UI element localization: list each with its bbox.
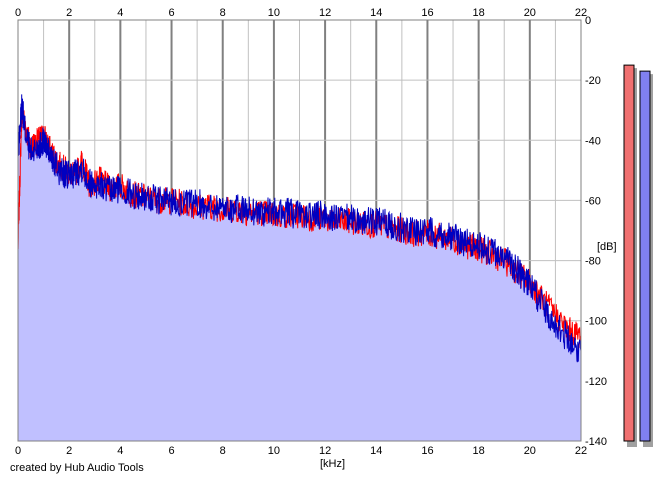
x-tick-label-top: 8 [220,7,226,19]
x-tick-label-bottom: 20 [524,445,536,457]
y-tick-label: 0 [585,15,591,27]
x-tick-label-bottom: 10 [268,445,280,457]
x-tick-label-bottom: 2 [66,445,72,457]
y-tick-label: -20 [585,75,601,87]
y-tick-label: -60 [585,195,601,207]
y-axis-label: [dB] [597,241,617,253]
x-tick-label-bottom: 4 [117,445,123,457]
x-tick-label-bottom: 12 [319,445,331,457]
x-tick-label-bottom: 6 [168,445,174,457]
x-tick-label-top: 14 [370,7,382,19]
x-tick-label-top: 2 [66,7,72,19]
level-meter-bar [623,64,635,442]
x-tick-label-bottom: 18 [473,445,485,457]
x-tick-label-top: 4 [117,7,123,19]
x-tick-label-bottom: 14 [370,445,382,457]
series-line-blue [17,94,582,363]
x-tick-label-top: 12 [319,7,331,19]
x-tick-label-bottom: 22 [575,445,587,457]
x-tick-labels-bottom: 0 2 4 6 8 10 12 14 16 18 20 22 [15,445,587,457]
x-tick-label-bottom: 0 [15,445,21,457]
y-tick-label: -40 [585,135,601,147]
series-lines [17,94,582,363]
y-tick-label: -140 [585,436,607,448]
x-tick-label-bottom: 8 [220,445,226,457]
spectrum-fill-area [18,94,581,442]
x-tick-label-top: 16 [421,7,433,19]
x-tick-label-top: 22 [575,7,587,19]
y-tick-label: -80 [585,256,601,268]
credit-text: created by Hub Audio Tools [10,462,144,474]
x-tick-label-bottom: 16 [421,445,433,457]
level-meter-bar [639,70,651,442]
x-tick-label-top: 20 [524,7,536,19]
x-tick-label-top: 18 [473,7,485,19]
plot-border [17,19,582,442]
x-tick-labels-top: 0 2 4 6 8 10 12 14 16 18 20 22 [15,7,587,19]
x-tick-label-top: 0 [15,7,21,19]
x-tick-label-top: 6 [168,7,174,19]
y-tick-label: -120 [585,376,607,388]
x-tick-label-top: 10 [268,7,280,19]
y-tick-labels: 0 -20 -40 -60 -80 -100 -120 -140 [585,15,607,448]
x-axis-label: [kHz] [320,458,345,470]
y-tick-label: -100 [585,316,607,328]
level-meters [623,64,653,447]
